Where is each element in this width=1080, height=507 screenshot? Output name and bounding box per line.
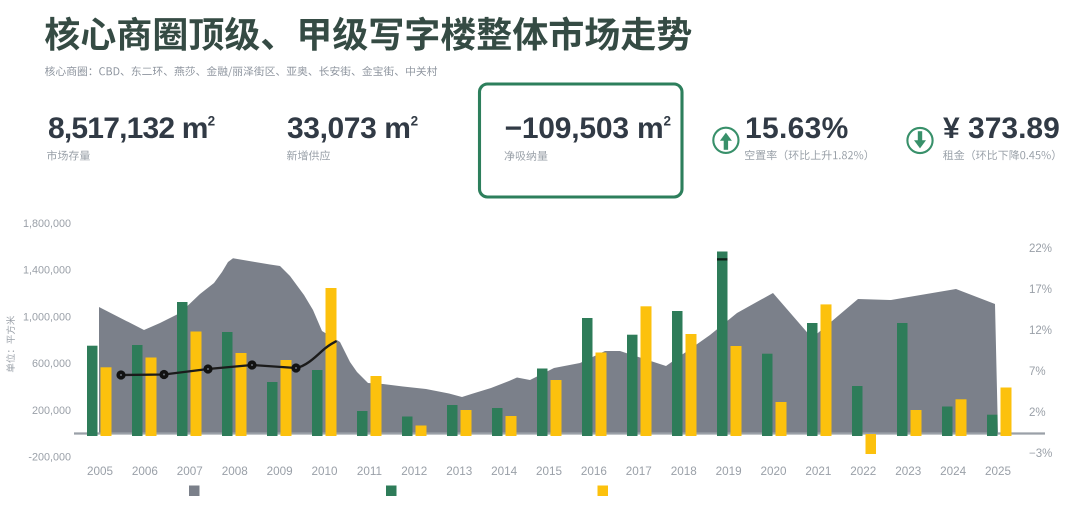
svg-text:2022: 2022 (850, 465, 876, 478)
svg-text:2011: 2011 (357, 465, 382, 478)
svg-text:2010: 2010 (311, 465, 338, 478)
svg-text:−109,503 m2: −109,503 m2 (505, 112, 671, 145)
svg-text:2016: 2016 (581, 465, 607, 478)
svg-text:2008: 2008 (222, 465, 248, 478)
svg-text:2024: 2024 (940, 465, 967, 478)
svg-text:1,800,000: 1,800,000 (23, 218, 71, 230)
svg-text:2005: 2005 (87, 465, 114, 478)
svg-text:22%: 22% (1029, 243, 1052, 255)
svg-text:17%: 17% (1029, 284, 1052, 296)
svg-text:7%: 7% (1029, 366, 1046, 378)
svg-text:2019: 2019 (716, 465, 742, 478)
svg-text:-200,000: -200,000 (28, 452, 71, 464)
svg-text:2%: 2% (1029, 407, 1046, 419)
svg-text:600,000: 600,000 (32, 358, 71, 370)
svg-text:200,000: 200,000 (32, 405, 71, 417)
svg-text:33,073 m2: 33,073 m2 (287, 112, 418, 145)
svg-text:2015: 2015 (536, 465, 563, 478)
svg-text:2025: 2025 (985, 465, 1012, 478)
svg-text:12%: 12% (1029, 325, 1052, 337)
svg-text:2020: 2020 (760, 465, 787, 478)
svg-text:8,517,132 m2: 8,517,132 m2 (48, 112, 215, 145)
svg-text:2021: 2021 (805, 465, 831, 478)
svg-text:1,400,000: 1,400,000 (23, 265, 71, 277)
svg-text:15.63%: 15.63% (745, 112, 849, 145)
svg-text:2017: 2017 (626, 465, 652, 478)
svg-text:2014: 2014 (491, 465, 518, 478)
svg-text:2009: 2009 (267, 465, 293, 478)
svg-text:¥ 373.89: ¥ 373.89 (943, 112, 1060, 145)
svg-text:2006: 2006 (132, 465, 158, 478)
svg-text:−3%: −3% (1029, 448, 1052, 460)
svg-text:2007: 2007 (177, 465, 203, 478)
svg-text:2023: 2023 (895, 465, 921, 478)
svg-text:1,000,000: 1,000,000 (23, 311, 71, 323)
svg-text:2013: 2013 (446, 465, 472, 478)
svg-text:2012: 2012 (401, 465, 427, 478)
svg-text:2018: 2018 (671, 465, 697, 478)
